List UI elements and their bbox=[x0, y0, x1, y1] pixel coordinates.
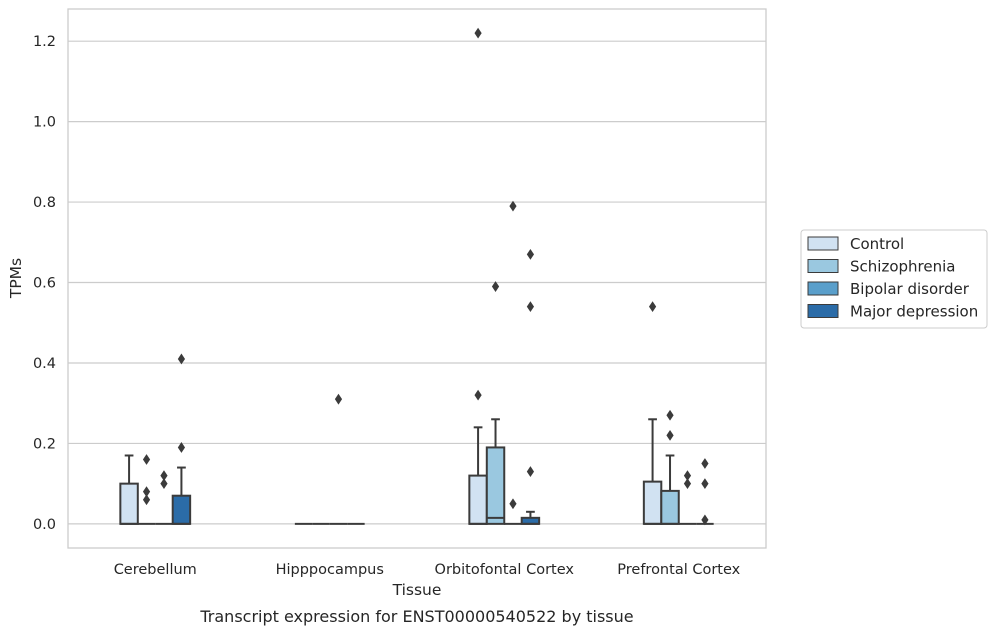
box bbox=[660, 489, 680, 525]
outlier-point bbox=[701, 478, 709, 490]
legend-label: Schizophrenia bbox=[850, 258, 955, 276]
legend-swatch bbox=[807, 236, 839, 251]
outlier-point bbox=[334, 393, 343, 405]
box bbox=[119, 482, 139, 525]
y-tick-labels: 0.0 0.2 0.4 0.6 0.8 1.0 1.2 bbox=[33, 34, 56, 533]
box-group bbox=[119, 454, 139, 525]
outlier-point bbox=[648, 301, 657, 313]
legend-label: Control bbox=[850, 235, 904, 253]
chart-caption: Transcript expression for ENST0000054052… bbox=[199, 607, 633, 626]
outlier-point bbox=[177, 353, 186, 365]
x-tick-label: Prefrontal Cortex bbox=[617, 562, 740, 578]
x-tick-labels: Cerebellum Hipppocampus Orbitofontal Corte… bbox=[114, 562, 741, 578]
legend-swatch bbox=[807, 304, 839, 318]
legend-frame bbox=[800, 229, 988, 329]
boxes bbox=[119, 418, 714, 525]
box bbox=[468, 474, 488, 525]
box bbox=[642, 480, 663, 525]
legend-swatch bbox=[807, 281, 839, 296]
outlier-point bbox=[509, 200, 517, 212]
outliers bbox=[142, 27, 709, 526]
box bbox=[485, 446, 506, 525]
box-group bbox=[660, 454, 680, 525]
gridlines bbox=[68, 40, 766, 525]
outlier-point bbox=[509, 498, 517, 510]
y-tick-label: 0.6 bbox=[33, 276, 56, 292]
outlier-point bbox=[142, 454, 151, 465]
legend-label: Bipolar disorder bbox=[850, 280, 970, 298]
outlier-point bbox=[701, 458, 709, 469]
y-tick-label: 0.2 bbox=[33, 436, 56, 452]
legend-swatch bbox=[807, 259, 839, 273]
x-tick-label: Orbitofontal Cortex bbox=[435, 562, 575, 578]
box-group bbox=[520, 510, 541, 525]
outlier-point bbox=[160, 478, 168, 490]
box-group bbox=[171, 466, 192, 525]
outlier-point bbox=[491, 281, 500, 292]
y-tick-label: 1.2 bbox=[33, 34, 56, 50]
outlier-point bbox=[142, 486, 151, 498]
y-tick-label: 0.8 bbox=[33, 195, 56, 211]
outlier-point bbox=[474, 389, 482, 401]
outlier-point bbox=[142, 494, 151, 506]
outlier-point bbox=[683, 478, 692, 490]
outlier-point bbox=[666, 429, 674, 441]
outlier-point bbox=[666, 409, 674, 421]
outlier-point bbox=[526, 466, 535, 477]
x-tick-label: Cerebellum bbox=[114, 562, 197, 578]
x-axis-label: Tissue bbox=[392, 581, 442, 599]
outlier-point bbox=[526, 248, 535, 260]
outlier-point bbox=[683, 470, 692, 481]
plot-frame bbox=[67, 8, 767, 549]
outlier-point bbox=[701, 514, 709, 526]
box-group bbox=[485, 418, 506, 525]
outlier-point bbox=[177, 442, 186, 453]
x-tick-label: Hipppocampus bbox=[276, 562, 384, 578]
legend-label: Major depression bbox=[850, 303, 978, 321]
y-tick-label: 0.0 bbox=[33, 517, 56, 533]
outlier-point bbox=[474, 27, 482, 39]
y-tick-label: 0.4 bbox=[33, 356, 56, 372]
y-axis-label: TPMs bbox=[7, 258, 25, 299]
y-tick-label: 1.0 bbox=[33, 115, 56, 131]
box bbox=[171, 494, 192, 525]
outlier-point bbox=[160, 470, 168, 481]
legend: Control Schizophrenia Bipolar disorder Majo… bbox=[800, 229, 988, 329]
plot-area-background bbox=[68, 9, 766, 548]
outlier-point bbox=[526, 301, 535, 313]
